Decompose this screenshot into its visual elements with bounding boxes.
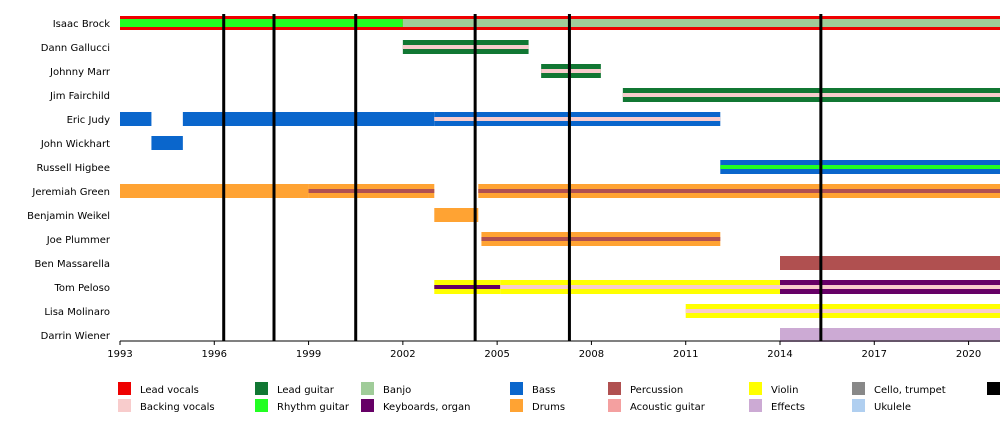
x-tick-label: 1999: [296, 349, 321, 360]
legend-item: Rhythm guitar: [255, 399, 350, 413]
member-name-label: Jeremiah Green: [31, 187, 110, 198]
member-bar: [434, 208, 479, 222]
x-tick-label: 2011: [673, 349, 698, 360]
member-bar-stripe: [308, 189, 435, 193]
member-bar: [182, 112, 435, 126]
member-bar-stripe: [478, 189, 1000, 193]
legend-item: Effects: [749, 399, 805, 413]
legend-item: Acoustic guitar: [608, 399, 706, 413]
legend-item: Banjo: [361, 382, 411, 396]
member-bar-stripe: [402, 45, 529, 49]
member-bar-stripe: [500, 285, 780, 289]
member-bar-stripe: [780, 285, 1000, 289]
member-bar-layer: [402, 19, 1000, 27]
legend-label: Percussion: [630, 385, 683, 396]
legend-item: Drums: [510, 399, 565, 413]
legend-swatch: [118, 382, 131, 395]
legend-swatch: [361, 399, 374, 412]
member-bars: [120, 16, 1000, 342]
member-bar: [151, 136, 183, 150]
legend-item: Ukulele: [852, 399, 911, 413]
x-tick-label: 1996: [202, 349, 227, 360]
member-name-label: Eric Judy: [67, 115, 111, 126]
x-tick-label: 1993: [107, 349, 132, 360]
member-name-label: John Wickhart: [40, 139, 110, 150]
legend-label: Effects: [771, 402, 805, 413]
legend-label: Keyboards, organ: [383, 402, 470, 413]
legend-item: Lead vocals: [118, 382, 199, 396]
member-name-label: Russell Higbee: [37, 163, 110, 174]
legend-item: Cello, trumpet: [852, 382, 946, 396]
legend-label: Rhythm guitar: [277, 402, 350, 413]
legend: Lead vocals Backing vocals Lead guitar Rhyt…: [118, 382, 1000, 413]
member-bar: [120, 112, 152, 126]
x-tick-label: 2005: [484, 349, 509, 360]
member-name-label: Dann Gallucci: [41, 43, 110, 54]
legend-swatch: [255, 399, 268, 412]
member-bar-stripe: [481, 237, 721, 241]
legend-swatch: [852, 399, 865, 412]
member-name-label: Jim Fairchild: [49, 91, 110, 102]
legend-item: Violin: [749, 382, 798, 396]
member-bar-stripe: [685, 309, 1000, 313]
legend-label: Cello, trumpet: [874, 385, 946, 396]
legend-swatch: [255, 382, 268, 395]
member-bar: [780, 328, 1000, 342]
legend-label: Backing vocals: [140, 402, 215, 413]
legend-swatch: [118, 399, 131, 412]
legend-item: Percussion: [608, 382, 683, 396]
legend-swatch: [608, 399, 621, 412]
legend-item: Backing vocals: [118, 399, 215, 413]
legend-label: Banjo: [383, 385, 411, 396]
legend-label: Bass: [532, 385, 555, 396]
legend-label: Violin: [771, 385, 798, 396]
legend-item: [987, 382, 1000, 395]
member-name-label: Benjamin Weikel: [27, 211, 110, 222]
x-tick-label: 2020: [956, 349, 981, 360]
legend-swatch: [987, 382, 1000, 395]
member-bar-stripe: [541, 69, 601, 73]
member-name-label: Lisa Molinaro: [44, 307, 110, 318]
member-bar: [780, 256, 1000, 270]
x-tick-label: 2017: [862, 349, 887, 360]
legend-label: Acoustic guitar: [630, 402, 706, 413]
member-bar-stripe: [720, 165, 1000, 169]
member-bar-layer: [120, 19, 403, 27]
legend-swatch: [749, 399, 762, 412]
member-bar-stripe: [434, 117, 721, 121]
member-name-label: Joe Plummer: [46, 235, 111, 246]
member-name-label: Isaac Brock: [53, 19, 110, 30]
member-bar-stripe: [434, 285, 501, 289]
x-tick-label: 2002: [390, 349, 415, 360]
x-tick-label: 2014: [767, 349, 792, 360]
legend-item: Bass: [510, 382, 555, 396]
member-bar: [120, 184, 309, 198]
legend-item: Lead guitar: [255, 382, 335, 396]
member-bar-stripe: [622, 93, 1000, 97]
legend-swatch: [852, 382, 865, 395]
legend-swatch: [749, 382, 762, 395]
legend-swatch: [510, 382, 523, 395]
member-labels: Isaac Brock Dann Gallucci Johnny Marr Jim F…: [27, 19, 111, 342]
legend-label: Lead vocals: [140, 385, 199, 396]
legend-item: Keyboards, organ: [361, 399, 470, 413]
x-tick-label: 2008: [579, 349, 604, 360]
legend-swatch: [361, 382, 374, 395]
member-name-label: Johnny Marr: [49, 67, 111, 78]
legend-swatch: [608, 382, 621, 395]
release-lines: [222, 14, 823, 341]
legend-swatch: [510, 399, 523, 412]
member-name-label: Tom Peloso: [54, 283, 111, 294]
member-name-label: Darrin Wiener: [41, 331, 111, 342]
x-axis: 1993 1996 1999 2002 2005 2008 2011 2014 2017 2020: [107, 340, 1000, 360]
legend-label: Drums: [532, 402, 565, 413]
legend-label: Ukulele: [874, 402, 911, 413]
legend-label: Lead guitar: [277, 385, 335, 396]
member-name-label: Ben Massarella: [34, 259, 110, 270]
